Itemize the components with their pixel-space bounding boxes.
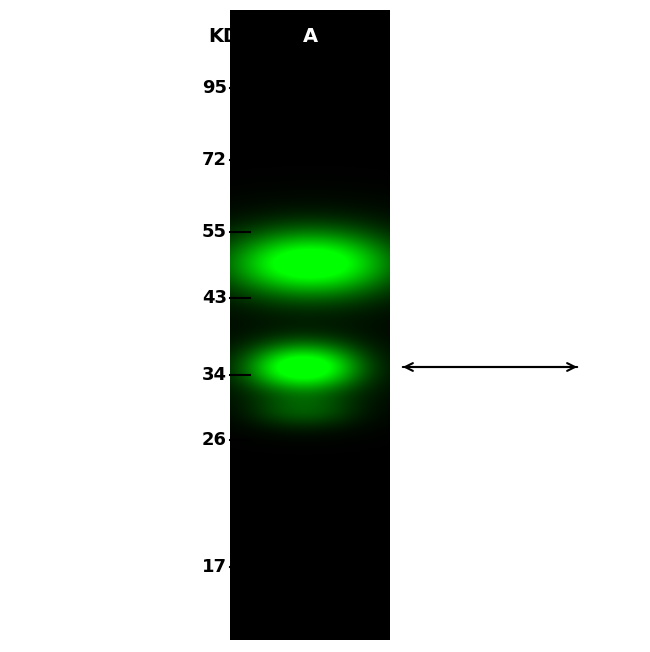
Text: 17: 17 bbox=[202, 558, 227, 576]
Text: A: A bbox=[302, 27, 318, 46]
Text: 26: 26 bbox=[202, 431, 227, 449]
Text: KDa: KDa bbox=[209, 27, 253, 46]
Text: 43: 43 bbox=[202, 289, 227, 307]
Text: 72: 72 bbox=[202, 151, 227, 169]
Text: 95: 95 bbox=[202, 79, 227, 97]
Text: 55: 55 bbox=[202, 223, 227, 241]
Text: 34: 34 bbox=[202, 366, 227, 384]
